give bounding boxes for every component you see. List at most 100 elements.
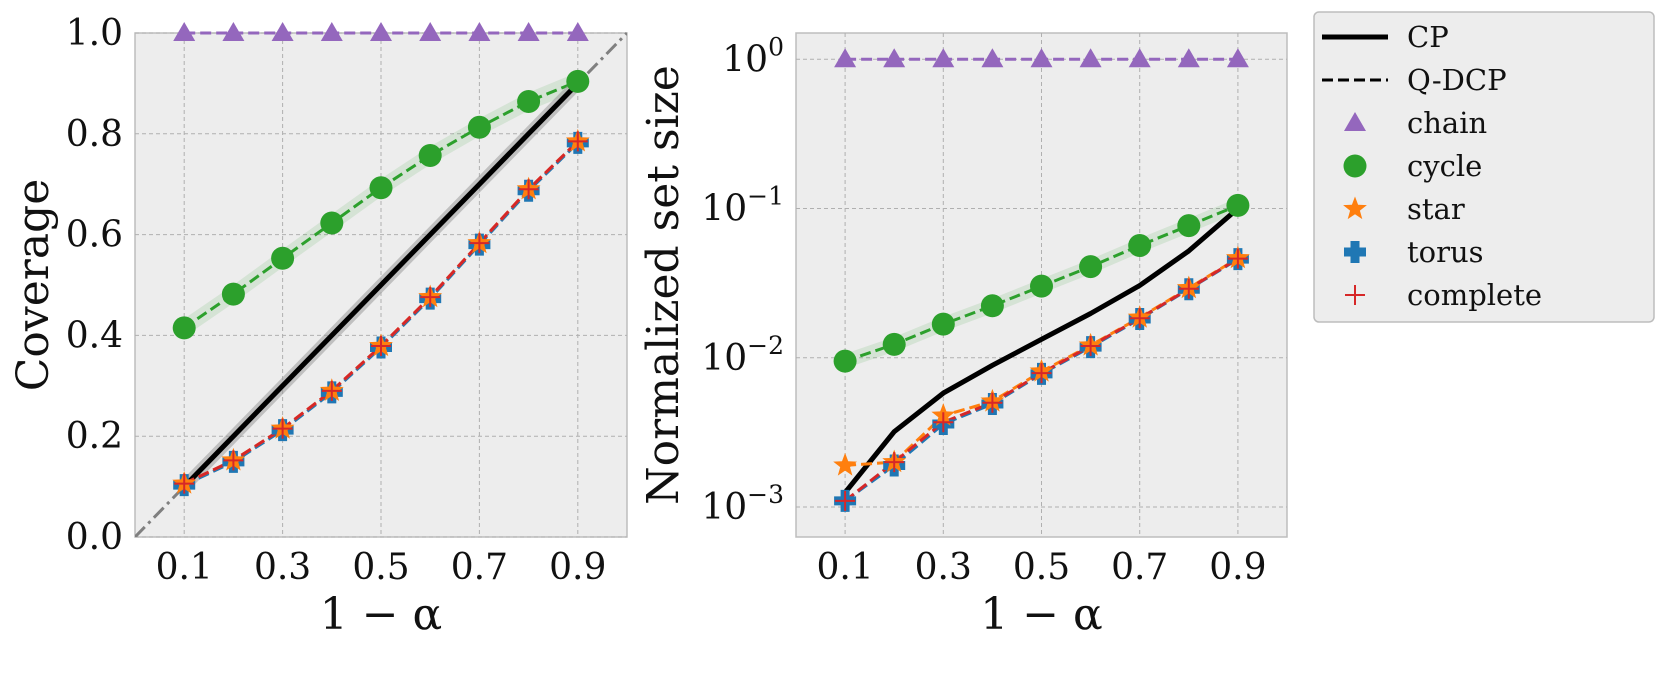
set-size-cycle-marker [1079,255,1103,279]
coverage-chain-marker [566,22,589,41]
coverage-cycle-marker [517,90,541,114]
set-size-y-axis-label: Normalized set size [638,65,689,505]
coverage-y-axis-label: Coverage [8,179,59,392]
legend-complete-swatch [1345,285,1365,305]
coverage-cycle-marker [369,176,393,200]
set-size-cycle-marker [1128,234,1152,258]
coverage-x-axis-label: 1 − α [320,589,443,640]
set-size-cp-line [843,206,1240,495]
legend-label-chain: chain [1407,106,1487,140]
set-size-panel: 0.1 0.3 0.5 0.7 0.9 10−3 10−2 10−1 100 1 − α Norma… [638,32,1288,640]
set-size-plot-content [833,48,1250,512]
set-size-cycle-marker [1030,274,1053,298]
set-size-ytick-label: 10−1 [701,182,784,230]
set-size-chain-marker [932,48,955,68]
legend-label-star: star [1407,192,1465,226]
coverage-chain-marker [517,22,540,41]
set-size-complete-marker [1031,363,1052,384]
coverage-cycle-marker [467,115,491,139]
set-size-ytick-label: 100 [722,32,784,80]
set-size-ytick-label: 10−3 [701,480,784,528]
set-size-cycle-marker [1177,214,1201,238]
coverage-complete-marker [321,380,342,401]
coverage-complete-marker [371,335,391,356]
coverage-complete-marker [272,418,293,439]
coverage-complete-marker [174,473,195,494]
coverage-complete-marker [567,131,588,152]
coverage-ytick-label: 0.0 [66,517,123,558]
coverage-ytick-label: 0.6 [66,215,123,256]
set-size-xtick-label: 0.7 [1111,547,1168,588]
legend-label-torus: torus [1407,235,1484,269]
coverage-complete-marker [420,287,441,308]
legend-star-swatch [1343,196,1367,220]
legend-chain-swatch [1344,112,1366,131]
legend: CP Q-DCP chain cycle star torus complete [1313,11,1655,323]
set-size-chain-marker [834,48,857,68]
legend-label-cycle: cycle [1407,149,1482,183]
set-size-xtick-label: 0.3 [915,547,972,588]
set-size-complete-line [844,257,1239,503]
coverage-chain-marker [271,22,294,41]
coverage-chain-marker [222,22,245,41]
set-size-chain-marker [1079,48,1102,68]
coverage-cp-line [182,81,580,489]
set-size-chain-marker [1128,48,1151,68]
legend-label-q-dcp: Q-DCP [1407,63,1507,97]
legend-box [1313,11,1655,323]
set-size-star-marker [833,452,857,476]
set-size-cycle-marker [882,332,906,356]
legend-label-complete: complete [1407,278,1542,312]
coverage-ytick-label: 0.8 [66,114,123,155]
set-size-complete-marker [1129,308,1150,329]
coverage-panel: 0.1 0.3 0.5 0.7 0.9 0.0 0.2 0.4 0.6 0.8 1.0 1 − α Co… [8,13,628,640]
set-size-x-axis-label: 1 − α [980,589,1103,640]
coverage-chain-marker [419,22,442,41]
coverage-cycle-marker [221,282,245,306]
coverage-complete-marker [223,450,244,471]
coverage-xtick-label: 0.9 [549,547,606,588]
coverage-chain-marker [370,22,392,41]
set-size-ytick-label: 10−2 [701,331,784,379]
coverage-ytick-label: 0.4 [66,315,123,356]
set-size-chain-marker [1030,48,1053,68]
set-size-chain-marker [1177,48,1200,68]
coverage-xtick-label: 0.1 [156,547,213,588]
set-size-complete-marker [835,490,856,511]
coverage-xtick-label: 0.3 [254,547,311,588]
coverage-chain-marker [468,22,491,41]
legend-cycle-swatch [1343,154,1367,178]
set-size-complete-marker [933,412,954,433]
coverage-xtick-label: 0.5 [352,547,409,588]
set-size-chain-marker [981,48,1004,68]
coverage-cycle-marker [271,246,295,270]
set-size-xtick-label: 0.9 [1209,547,1266,588]
set-size-complete-marker [1178,278,1199,299]
set-size-xtick-label: 0.5 [1013,547,1070,588]
coverage-ytick-label: 0.2 [66,416,123,457]
coverage-ytick-label: 1.0 [66,13,123,54]
set-size-complete-marker [884,452,905,473]
coverage-complete-marker [469,233,490,254]
coverage-cycle-marker [566,69,590,93]
coverage-xtick-label: 0.7 [451,547,508,588]
coverage-plot-content [135,22,627,537]
coverage-cycle-marker [172,316,196,340]
set-size-complete-marker [1227,248,1248,269]
coverage-cycle-marker [320,211,344,235]
set-size-complete-marker [1080,335,1101,356]
set-size-complete-marker [982,392,1003,413]
set-size-chain-marker [1226,48,1249,68]
set-size-xtick-label: 0.1 [816,547,873,588]
legend-torus-swatch [1344,241,1366,263]
coverage-chain-marker [320,22,343,41]
set-size-cycle-marker [1226,193,1250,217]
legend-label-cp: CP [1407,20,1449,54]
coverage-complete-marker [518,179,539,200]
set-size-cycle-marker [833,349,857,373]
set-size-chain-marker [883,48,906,68]
coverage-chain-marker [173,22,196,41]
set-size-cycle-marker [980,294,1004,318]
set-size-cycle-marker [931,312,955,336]
